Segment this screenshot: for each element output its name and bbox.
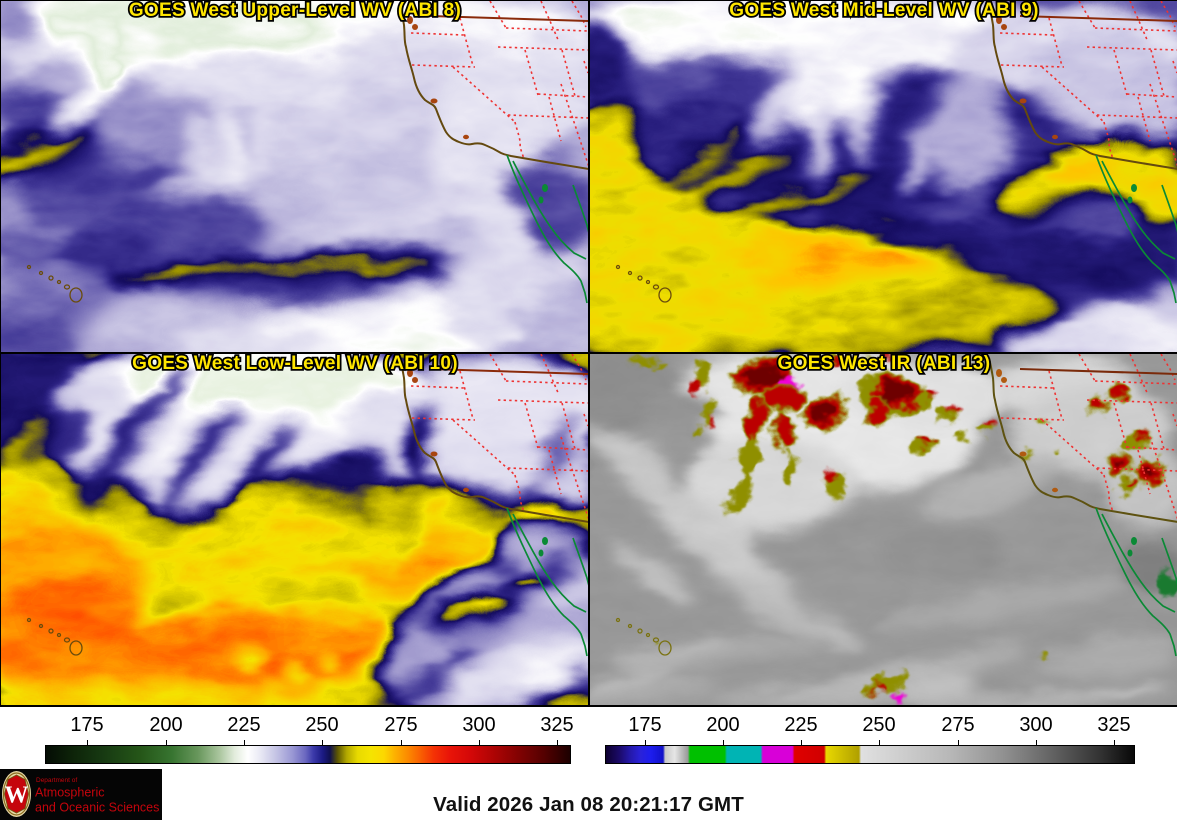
svg-text:GOES West IR (ABI 13): GOES West IR (ABI 13) xyxy=(778,354,991,374)
svg-text:GOES West Upper-Level WV (ABI: GOES West Upper-Level WV (ABI 8) xyxy=(129,1,461,21)
svg-text:Department of: Department of xyxy=(36,777,77,784)
svg-text:Atmospheric: Atmospheric xyxy=(35,786,104,800)
svg-text:W: W xyxy=(5,783,29,809)
svg-text:GOES West Low-Level WV (ABI 10: GOES West Low-Level WV (ABI 10) xyxy=(132,354,458,374)
svg-text:GOES West Mid-Level WV (ABI 9): GOES West Mid-Level WV (ABI 9) xyxy=(729,1,1039,21)
svg-text:and Oceanic Sciences: and Oceanic Sciences xyxy=(35,801,159,815)
